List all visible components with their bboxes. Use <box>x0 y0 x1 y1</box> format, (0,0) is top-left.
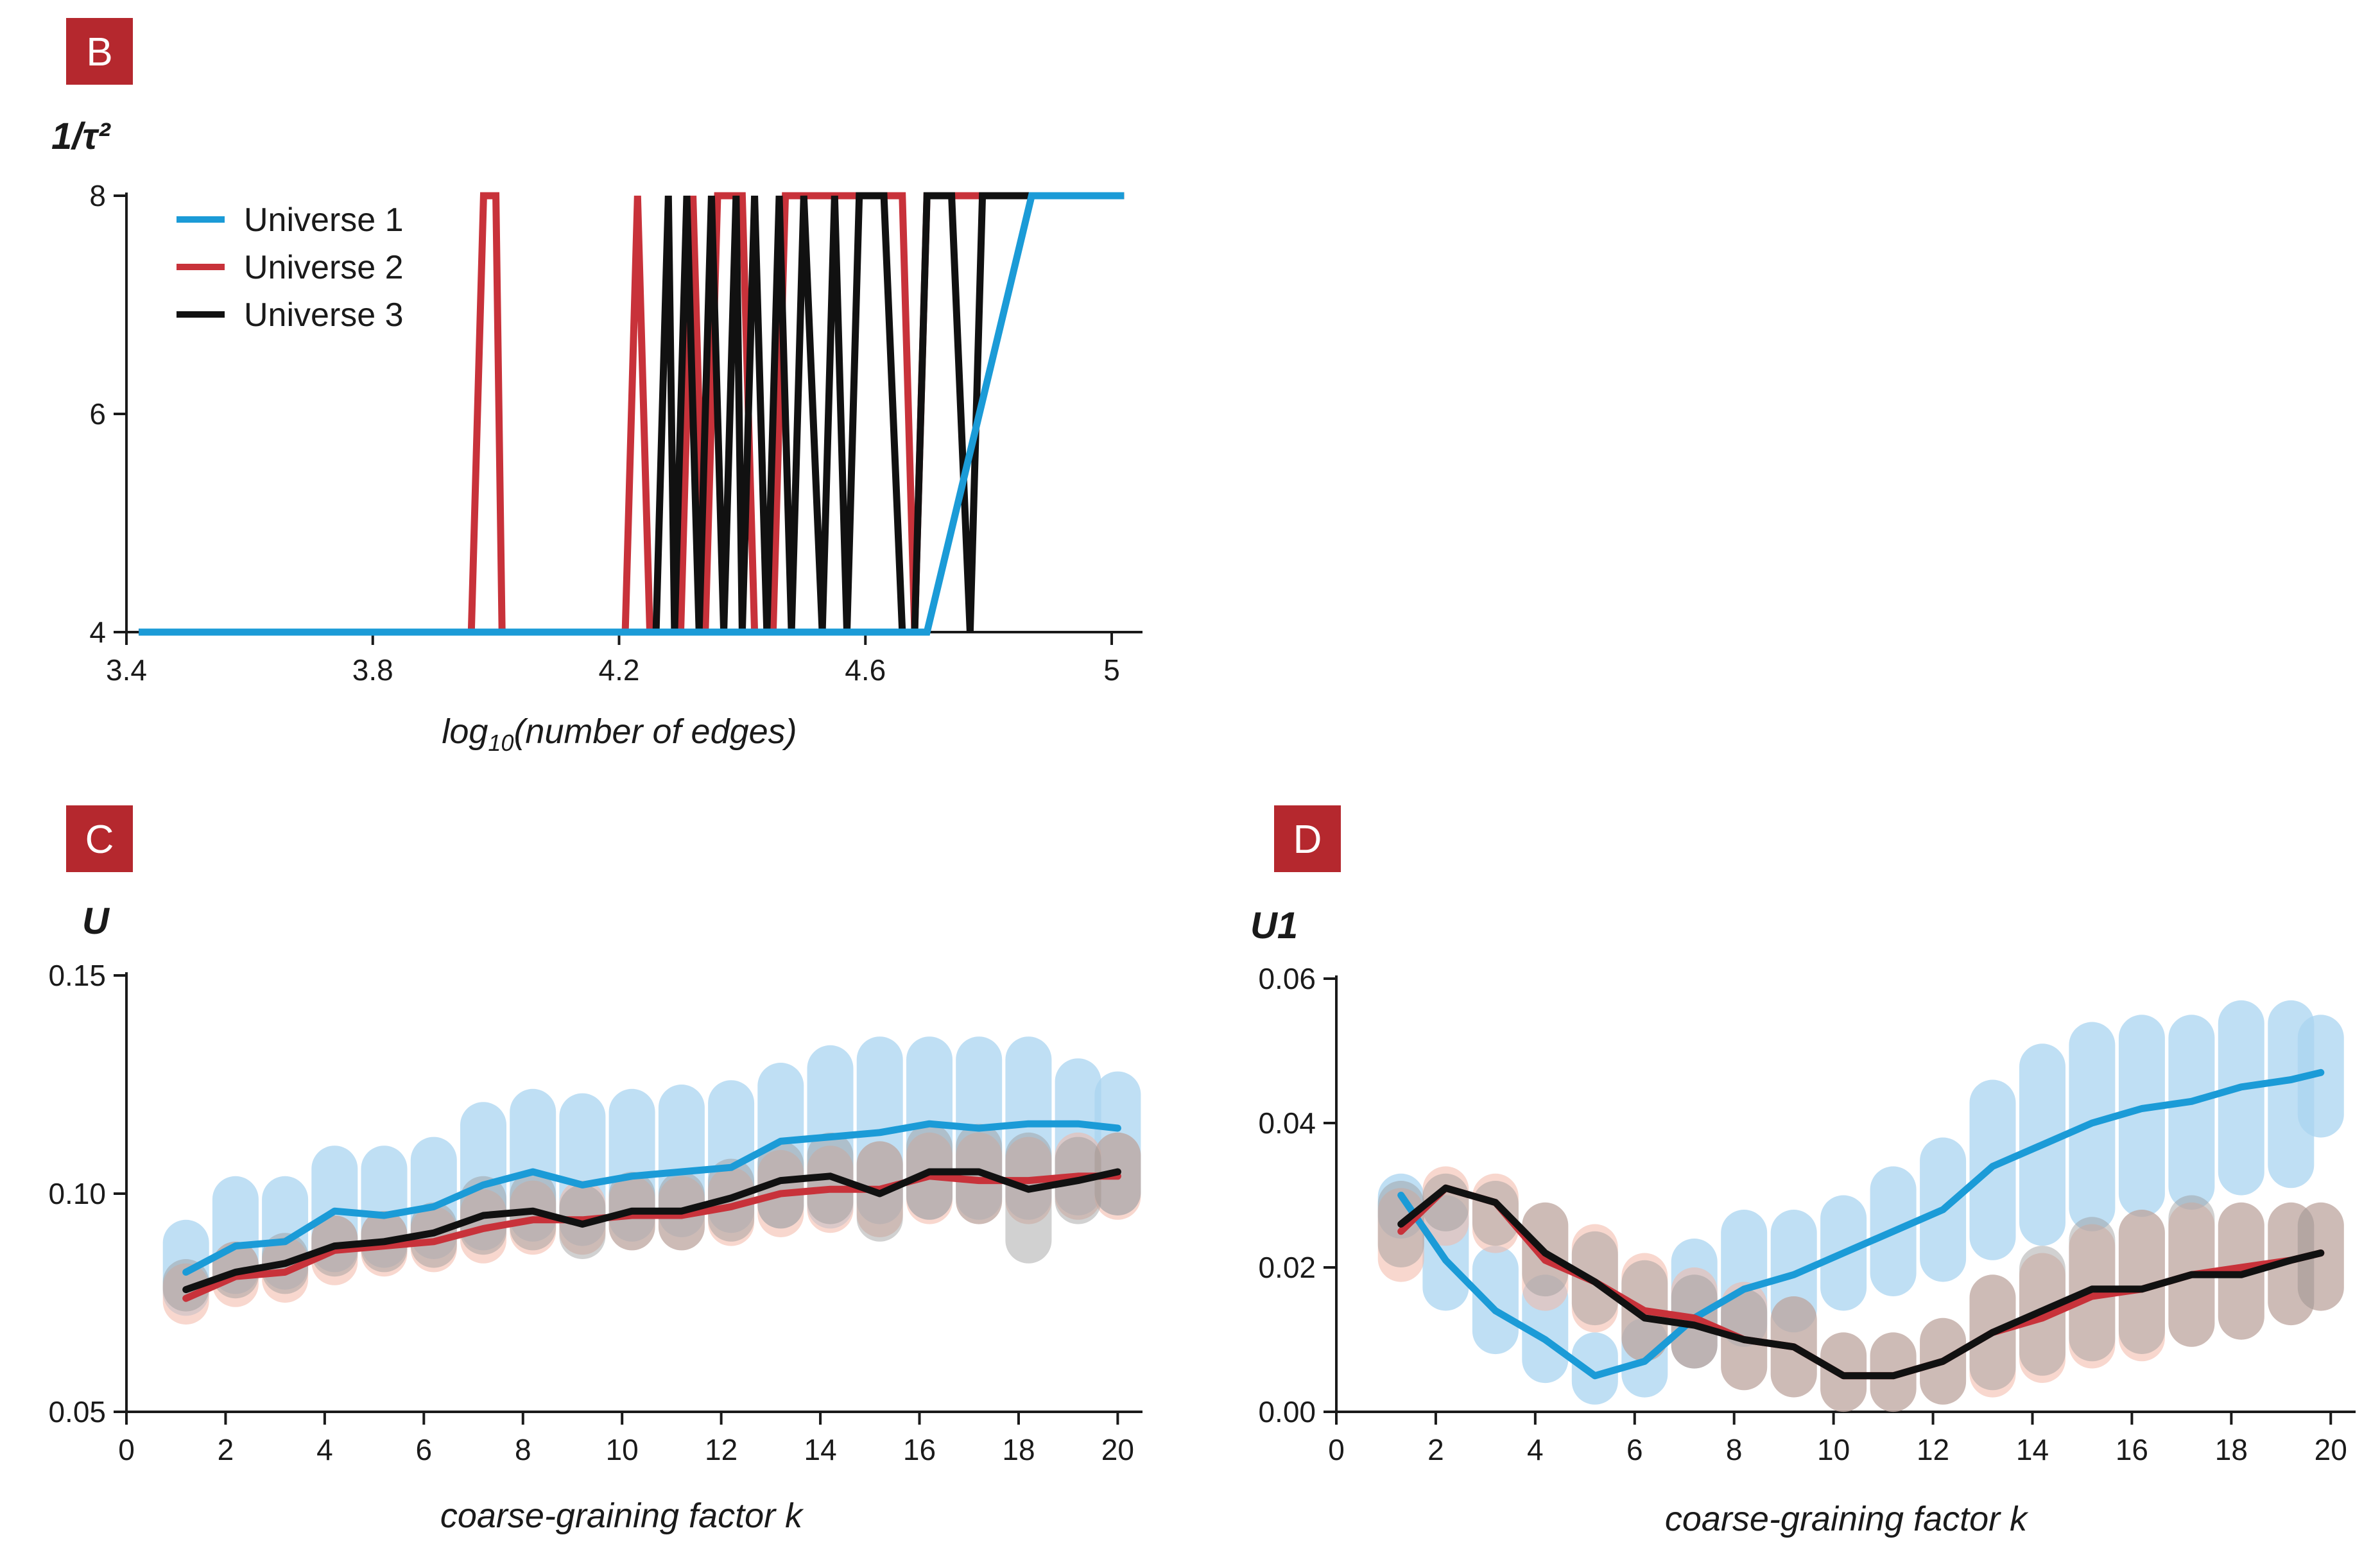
panel-c-x-tick-label: 6 <box>416 1433 433 1466</box>
panel-c-x-title: coarse-graining factor k <box>440 1497 804 1535</box>
panel-d-band-universe-2 <box>1422 1166 1469 1246</box>
panel-d-y-title: U1 <box>1250 905 1298 947</box>
panel-b-x-tick-label: 4.6 <box>845 653 886 687</box>
legend-label-universe-1: Universe 1 <box>244 202 404 239</box>
panel-d-band-universe-3 <box>2297 1202 2344 1311</box>
panel-c-band-universe-3 <box>757 1141 804 1229</box>
panel-d-y-tick-label: 0.00 <box>1258 1395 1316 1429</box>
panel-c-x-tick-label: 18 <box>1002 1433 1035 1466</box>
panel-c-x-tick-label: 0 <box>118 1433 135 1466</box>
panel-d-band-universe-1 <box>2218 1000 2264 1196</box>
panel-c-y-tick-label: 0.05 <box>48 1395 106 1429</box>
panel-c-y-tick-label: 0.10 <box>48 1177 106 1210</box>
panel-d-x-tick-label: 6 <box>1626 1433 1643 1466</box>
panel-c-x-tick-label: 2 <box>218 1433 234 1466</box>
panel-d-x-tick-label: 10 <box>1817 1433 1850 1466</box>
panel-d: D U1 0.00 0.02 0.04 0.06 0 2 4 6 8 10 12 14 16 18 20 c… <box>1250 805 2356 1538</box>
panel-c-band-universe-2 <box>162 1263 209 1325</box>
panel-c-series-universe-3 <box>182 1168 1121 1294</box>
panel-c-series-universe-2 <box>182 1172 1121 1302</box>
panel-b-y-title: 1/τ² <box>51 116 111 157</box>
panel-d-band-universe-2 <box>2297 1202 2344 1311</box>
panel-b-x-tick-label: 3.4 <box>106 653 147 687</box>
legend-label-universe-3: Universe 3 <box>244 296 404 334</box>
panel-c-x-tick-label: 10 <box>606 1433 639 1466</box>
panel-d-x-title: coarse-graining factor k <box>1665 1500 2029 1538</box>
panel-c-y-title: U <box>82 900 110 942</box>
panel-c-x-tick-label: 12 <box>705 1433 737 1466</box>
panel-c-y-tick-label: 0.15 <box>48 959 106 992</box>
panel-b-y-tick-label: 4 <box>89 615 106 649</box>
panel-c-x-tick-label: 16 <box>903 1433 936 1466</box>
panel-b-series-universe-2 <box>139 192 1125 636</box>
panel-b-y-tick-label: 6 <box>89 397 106 431</box>
panel-d-x-tick-label: 4 <box>1527 1433 1544 1466</box>
legend-label-universe-2: Universe 2 <box>244 249 404 286</box>
panel-c-band-universe-3 <box>1005 1132 1052 1264</box>
panel-d-series-universe-1 <box>1397 1068 2325 1380</box>
panel-c-x-tick-label: 8 <box>515 1433 531 1466</box>
panel-c-band-universe-3 <box>162 1259 209 1312</box>
panel-b-series-universe-1 <box>139 192 1125 636</box>
panel-d-series-universe-3 <box>1397 1184 2325 1380</box>
panel-d-plot: 0.00 0.02 0.04 0.06 0 2 4 6 8 10 12 14 16 18 20 <box>1258 962 2356 1466</box>
panel-c-badge <box>66 805 133 872</box>
panel-d-x-tick-label: 8 <box>1726 1433 1743 1466</box>
panel-c-plot: 0.05 0.10 0.15 0 2 4 6 8 10 12 14 16 18 20 <box>48 959 1143 1466</box>
panel-b-y-tick-label: 8 <box>89 179 106 212</box>
panel-d-x-tick-label: 0 <box>1328 1433 1345 1466</box>
panel-d-x-tick-label: 2 <box>1427 1433 1444 1466</box>
panel-d-y-tick-label: 0.06 <box>1258 962 1316 995</box>
panel-d-band-universe-3 <box>1472 1181 1519 1246</box>
panel-d-y-tick-label: 0.04 <box>1258 1106 1316 1140</box>
panel-d-band-universe-2 <box>1472 1173 1519 1253</box>
panel-d-x-tick-label: 14 <box>2016 1433 2049 1466</box>
panel-b-plot: 4 6 8 3.4 3.8 4.2 4.6 5 <box>89 179 1143 687</box>
panel-b-x-tick-label: 3.8 <box>352 653 393 687</box>
panel-c-x-tick-label: 20 <box>1101 1433 1134 1466</box>
panel-b: B 1/τ² 4 6 8 3.4 3.8 4.2 4.6 5 log10(number of … <box>51 18 1143 756</box>
panel-d-badge <box>1274 805 1341 872</box>
panel-d-y-tick-label: 0.02 <box>1258 1251 1316 1284</box>
panel-d-band-universe-3 <box>2168 1195 2215 1347</box>
panel-c-letter: C <box>85 818 114 862</box>
panel-d-band-universe-1 <box>2168 1015 2215 1210</box>
panel-d-letter: D <box>1293 818 1322 862</box>
panel-b-x-title: log10(number of edges) <box>442 712 797 756</box>
panel-d-x-tick-label: 20 <box>2315 1433 2347 1466</box>
panel-b-x-tick-label: 4.2 <box>599 653 640 687</box>
panel-d-band-universe-1 <box>1571 1332 1618 1405</box>
panel-c-series-universe-1 <box>182 1120 1121 1276</box>
panel-c-x-tick-label: 14 <box>804 1433 836 1466</box>
panel-d-band-universe-1 <box>1472 1246 1519 1355</box>
panel-b-x-tick-label: 5 <box>1103 653 1120 687</box>
panel-d-band-universe-3 <box>2118 1210 2165 1354</box>
panel-b-badge <box>66 18 133 85</box>
panel-b-letter: B <box>86 30 112 74</box>
panel-d-x-tick-label: 12 <box>1917 1433 1949 1466</box>
panel-c-x-tick-label: 4 <box>316 1433 333 1466</box>
panel-b-legend: Universe 1 Universe 2 Universe 3 <box>177 202 404 334</box>
panel-d-x-tick-label: 18 <box>2215 1433 2248 1466</box>
panel-c: C U 0.05 0.10 0.15 0 2 4 6 8 10 12 14 16 18 20 coarse… <box>48 805 1143 1535</box>
panel-d-band-universe-1 <box>2118 1015 2165 1217</box>
panel-d-x-tick-label: 16 <box>2116 1433 2148 1466</box>
